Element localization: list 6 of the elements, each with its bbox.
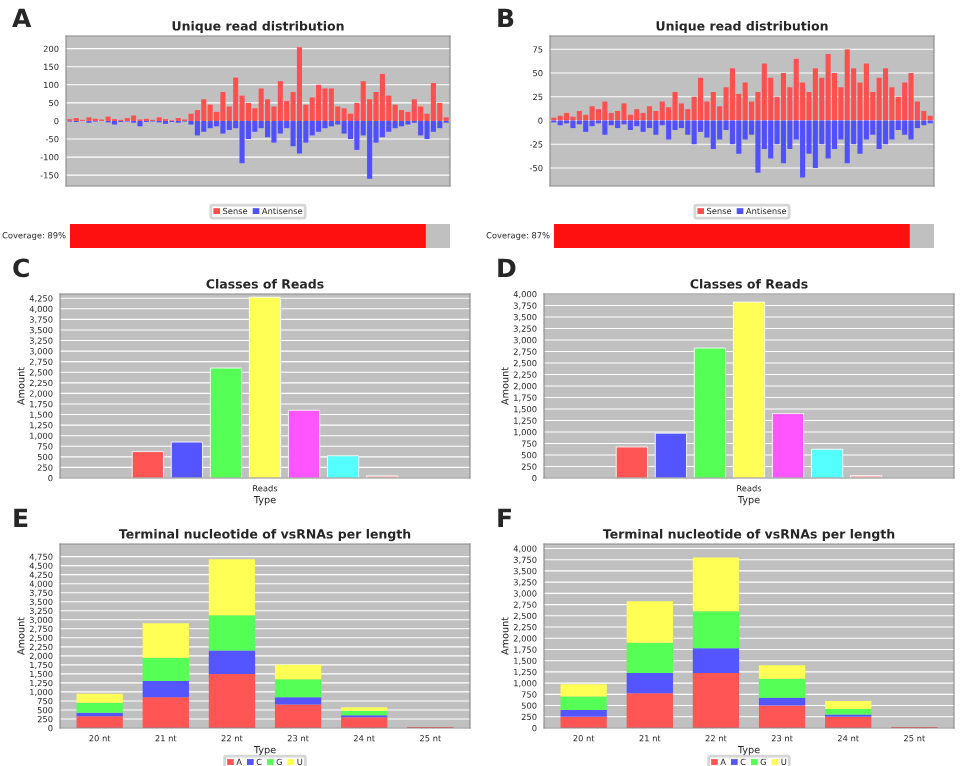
- text: E: [14, 508, 28, 527]
- text: C: [13, 258, 29, 278]
- text: A: [12, 8, 32, 27]
- text: D: [498, 258, 516, 277]
- text: B: [498, 8, 514, 27]
- text: F: [498, 508, 511, 527]
